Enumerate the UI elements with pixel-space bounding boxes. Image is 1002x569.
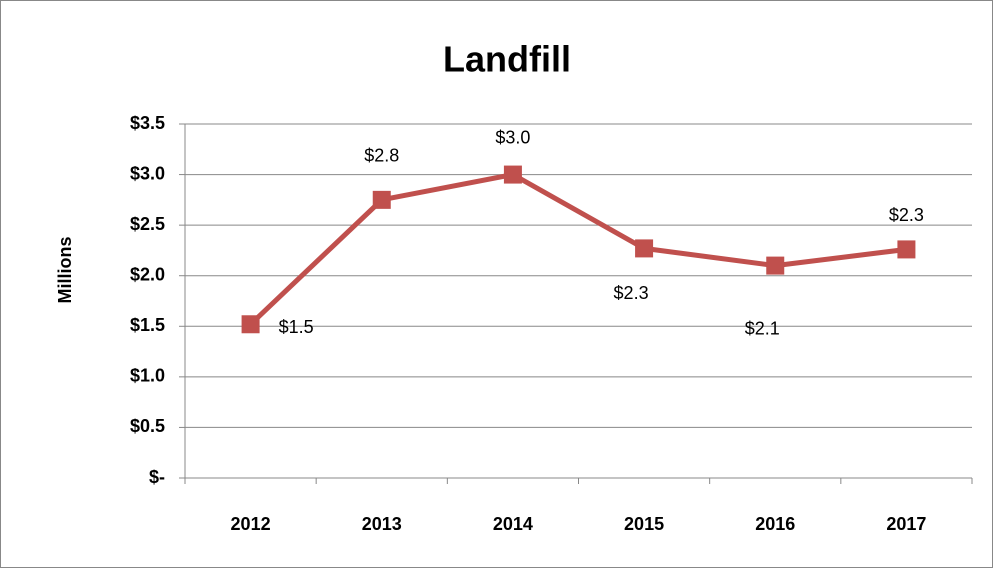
marker	[897, 240, 916, 259]
data-label: $2.1	[745, 318, 780, 338]
marker	[503, 165, 522, 184]
y-tick-label: $1.5	[130, 315, 165, 335]
x-tick-label: 2014	[493, 514, 533, 534]
data-label: $1.5	[279, 317, 314, 337]
x-tick-label: 2016	[755, 514, 795, 534]
y-tick-label: $1.0	[130, 366, 165, 386]
y-axis-label: Millions	[55, 237, 75, 304]
x-tick-label: 2012	[231, 514, 271, 534]
line	[248, 172, 907, 327]
x-tick-label: 2013	[362, 514, 402, 534]
marker	[635, 239, 654, 258]
data-label: $3.0	[495, 127, 530, 147]
x-tick-label: 2015	[624, 514, 664, 534]
marker	[241, 315, 260, 334]
x-tick-label: 2017	[886, 514, 926, 534]
data-label: $2.8	[364, 146, 399, 166]
chart-title: Landfill	[443, 39, 571, 80]
y-tick-label: $2.5	[130, 214, 165, 234]
y-tick-label: $0.5	[130, 416, 165, 436]
data-label: $2.3	[614, 283, 649, 303]
y-tick-label: $3.0	[130, 163, 165, 183]
marker	[766, 256, 785, 275]
marker	[372, 190, 391, 209]
y-tick-label: $-	[149, 467, 165, 487]
y-tick-label: $2.0	[130, 264, 165, 284]
y-tick-label: $3.5	[130, 113, 165, 133]
data-label: $2.3	[889, 205, 924, 225]
